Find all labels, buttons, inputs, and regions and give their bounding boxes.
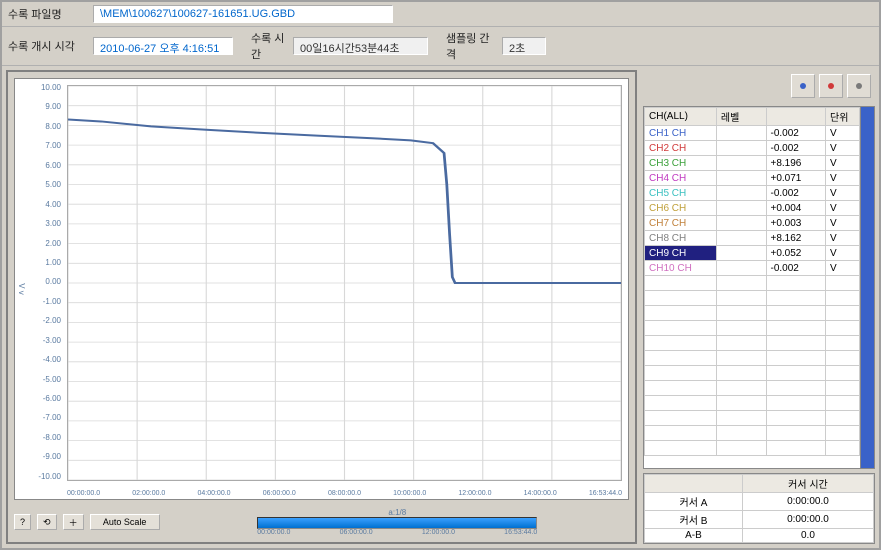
auto-scale-button[interactable]: Auto Scale (90, 514, 160, 530)
table-row[interactable]: CH3 CH+8.196V (645, 156, 860, 171)
header-row-2: 수록 개시 시각 2010-06-27 오후 4:16:51 수록 시간 00일… (2, 27, 879, 66)
zoom-icon[interactable]: ＋ (63, 514, 84, 530)
table-row[interactable]: CH5 CH-0.002V (645, 186, 860, 201)
channel-table[interactable]: CH(ALL) 레벨 단위 CH1 CH-0.002VCH2 CH-0.002V… (644, 107, 860, 468)
table-row[interactable]: CH2 CH-0.002V (645, 141, 860, 156)
cursor-ab-value: 0.0 (742, 529, 873, 543)
cursor-b-value: 0:00:00.0 (742, 511, 873, 529)
channel-table-wrap: CH(ALL) 레벨 단위 CH1 CH-0.002VCH2 CH-0.002V… (643, 106, 875, 469)
col-label[interactable]: 레벨 (716, 108, 766, 126)
cursor-box: 커서 시간 커서 A0:00:00.0 커서 B0:00:00.0 A-B0.0 (643, 473, 875, 544)
cursor-b-label: 커서 B (645, 511, 743, 529)
bottom-toolbar: ? ⟲ ＋ Auto Scale a:1/8 00:00:00.006:00:0… (8, 506, 635, 542)
channel-scrollbar[interactable] (860, 107, 874, 468)
table-row[interactable]: CH8 CH+8.162V (645, 231, 860, 246)
timeline: a:1/8 00:00:00.006:00:00.012:00:00.016:5… (166, 508, 629, 536)
timeline-unit: a:1/8 (388, 508, 406, 517)
table-row (645, 321, 860, 336)
table-row[interactable]: CH10 CH-0.002V (645, 261, 860, 276)
table-row[interactable]: CH6 CH+0.004V (645, 201, 860, 216)
table-row (645, 306, 860, 321)
table-row (645, 426, 860, 441)
interval-label: 샘플링 간격 (428, 30, 502, 62)
start-field[interactable]: 2010-06-27 오후 4:16:51 (93, 37, 233, 55)
table-row (645, 396, 860, 411)
cursor-ab-label: A-B (645, 529, 743, 543)
filename-label: 수록 파일명 (8, 6, 93, 22)
chart-area[interactable]: V v 10.009.008.007.006.005.004.003.002.0… (14, 78, 629, 500)
start-label: 수록 개시 시각 (8, 38, 93, 54)
table-row (645, 276, 860, 291)
mode-icon-c[interactable] (847, 74, 871, 98)
header-row-1: 수록 파일명 \MEM\100627\100627-161651.UG.GBD (2, 2, 879, 27)
table-row (645, 366, 860, 381)
duration-field: 00일16시간53분44초 (293, 37, 428, 55)
filename-field[interactable]: \MEM\100627\100627-161651.UG.GBD (93, 5, 393, 23)
chart-pane: V v 10.009.008.007.006.005.004.003.002.0… (6, 70, 637, 544)
app-window: 수록 파일명 \MEM\100627\100627-161651.UG.GBD … (0, 0, 881, 550)
table-row[interactable]: CH1 CH-0.002V (645, 126, 860, 141)
refresh-icon[interactable]: ⟲ (37, 514, 57, 530)
mode-icon-b[interactable] (819, 74, 843, 98)
mode-icons (643, 70, 875, 102)
table-row (645, 411, 860, 426)
table-row[interactable]: CH4 CH+0.071V (645, 171, 860, 186)
help-button[interactable]: ? (14, 514, 31, 530)
duration-label: 수록 시간 (233, 30, 293, 62)
cursor-a-label: 커서 A (645, 493, 743, 511)
plot[interactable] (67, 85, 622, 481)
table-row (645, 291, 860, 306)
mode-icon-a[interactable] (791, 74, 815, 98)
table-row[interactable]: CH9 CH+0.052V (645, 246, 860, 261)
x-axis: 00:00:00.002:00:00.004:00:00.006:00:00.0… (67, 490, 622, 497)
table-row (645, 441, 860, 456)
timeline-ticks: 00:00:00.006:00:00.012:00:00.016:53:44.0 (257, 529, 537, 536)
table-row (645, 351, 860, 366)
col-ch[interactable]: CH(ALL) (645, 108, 717, 126)
table-row (645, 381, 860, 396)
y-axis: 10.009.008.007.006.005.004.003.002.001.0… (19, 83, 61, 481)
interval-field: 2초 (502, 37, 546, 55)
cursor-a-value: 0:00:00.0 (742, 493, 873, 511)
table-row[interactable]: CH7 CH+0.003V (645, 216, 860, 231)
table-row (645, 336, 860, 351)
timeline-scrollbar[interactable] (257, 517, 537, 529)
cursor-header: 커서 시간 (742, 475, 873, 493)
col-unit[interactable]: 단위 (826, 108, 860, 126)
side-pane: CH(ALL) 레벨 단위 CH1 CH-0.002VCH2 CH-0.002V… (643, 70, 875, 544)
main-area: V v 10.009.008.007.006.005.004.003.002.0… (2, 66, 879, 548)
